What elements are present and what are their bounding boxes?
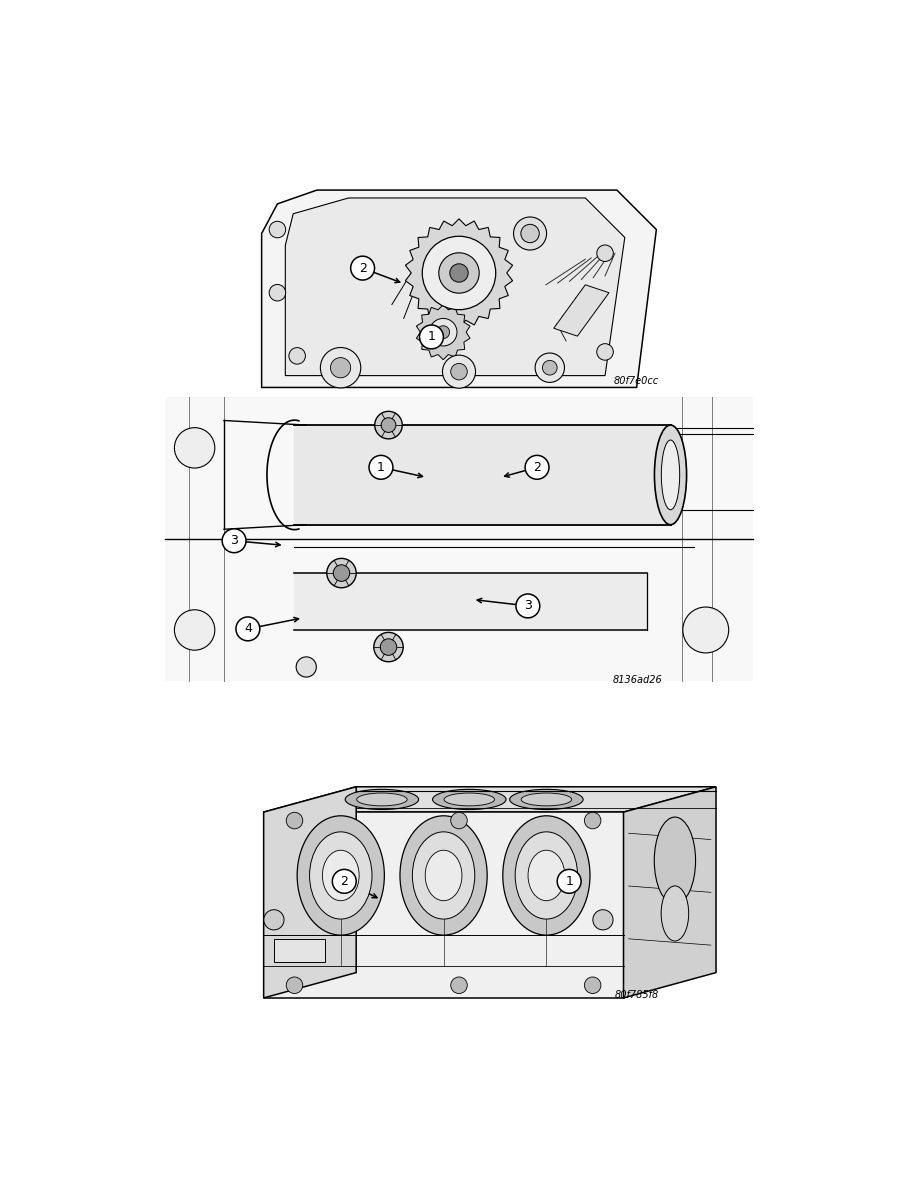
Circle shape [451,977,467,993]
Circle shape [450,264,468,283]
Circle shape [585,813,601,829]
Circle shape [297,657,317,677]
Text: 80f785f8: 80f785f8 [615,990,659,1000]
Polygon shape [554,285,609,336]
Text: 2: 2 [341,874,348,887]
Circle shape [585,977,601,993]
Circle shape [236,617,260,640]
Circle shape [516,594,540,618]
Circle shape [374,632,403,662]
Text: 8136ad26: 8136ad26 [613,675,663,684]
Circle shape [263,910,284,930]
Text: 80f7e0cc: 80f7e0cc [614,375,659,386]
Circle shape [330,358,351,378]
Circle shape [597,343,613,360]
Ellipse shape [356,794,408,805]
Circle shape [289,348,306,365]
Polygon shape [623,786,716,998]
Circle shape [222,529,246,552]
Text: 1: 1 [565,874,573,887]
Circle shape [422,236,496,310]
Circle shape [333,564,350,581]
Ellipse shape [509,789,583,809]
Polygon shape [263,813,623,998]
Circle shape [269,221,285,238]
Ellipse shape [322,851,359,901]
Text: 2: 2 [533,461,541,474]
Circle shape [557,870,581,893]
Ellipse shape [661,440,679,510]
Circle shape [451,813,467,829]
Text: 3: 3 [524,600,532,613]
Text: 3: 3 [230,535,238,548]
Ellipse shape [412,832,475,920]
Circle shape [521,225,539,242]
Circle shape [597,245,613,261]
Circle shape [174,609,215,650]
Circle shape [543,360,557,375]
Polygon shape [406,219,512,327]
Ellipse shape [425,851,462,901]
Ellipse shape [503,816,590,935]
Circle shape [381,418,396,432]
Text: 1: 1 [377,461,385,474]
Circle shape [286,977,303,993]
Ellipse shape [432,789,506,809]
Ellipse shape [655,817,696,904]
Circle shape [451,364,467,380]
Ellipse shape [309,832,372,920]
Circle shape [683,607,729,653]
Polygon shape [285,198,625,375]
Circle shape [380,639,397,656]
Circle shape [286,813,303,829]
Ellipse shape [521,794,572,805]
Ellipse shape [444,794,495,805]
Circle shape [535,353,565,383]
Circle shape [437,326,450,339]
Ellipse shape [345,789,419,809]
Polygon shape [417,304,470,360]
Circle shape [375,411,402,438]
Circle shape [442,355,476,388]
Bar [274,939,325,962]
Text: 1: 1 [428,330,435,343]
Ellipse shape [297,816,385,935]
Polygon shape [263,786,716,813]
Circle shape [327,558,356,588]
Circle shape [320,348,361,388]
Polygon shape [165,397,753,681]
Circle shape [439,253,479,293]
Polygon shape [263,786,356,998]
Circle shape [593,910,613,930]
Circle shape [420,326,443,349]
Circle shape [513,217,546,249]
Circle shape [332,870,356,893]
Polygon shape [262,190,656,387]
Circle shape [430,318,457,346]
Ellipse shape [528,851,565,901]
Ellipse shape [400,816,487,935]
Circle shape [174,428,215,468]
Text: 4: 4 [244,623,252,636]
Circle shape [525,455,549,479]
Ellipse shape [515,832,577,920]
Circle shape [351,257,375,280]
Circle shape [269,284,285,301]
Text: 2: 2 [359,261,366,274]
Ellipse shape [661,886,688,941]
Ellipse shape [655,425,687,525]
Circle shape [369,455,393,479]
